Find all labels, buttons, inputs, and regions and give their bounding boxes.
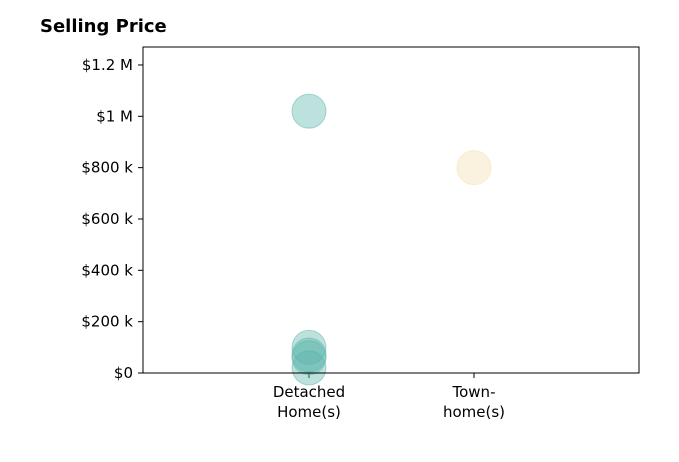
- y-tick-label: $200 k: [81, 313, 133, 331]
- y-tick-label: $800 k: [81, 159, 133, 177]
- data-point: [291, 340, 327, 376]
- y-tick-label: $1.2 M: [82, 56, 133, 74]
- data-points: [291, 93, 492, 386]
- y-tick-label: $0: [114, 364, 133, 382]
- x-tick-label: Detached: [273, 383, 345, 401]
- x-axis: Detached Home(s) Town-home(s): [273, 373, 505, 421]
- data-point: [291, 93, 327, 129]
- data-point: [291, 350, 327, 386]
- data-point: [456, 150, 492, 186]
- y-tick-label: $1 M: [96, 107, 133, 125]
- chart-title: Selling Price: [40, 16, 167, 37]
- x-tick-label: home(s): [443, 403, 505, 421]
- plot-frame: [142, 46, 640, 374]
- x-tick-label: Town-: [452, 383, 496, 401]
- data-point: [291, 329, 327, 365]
- x-tick-label: Home(s): [277, 403, 341, 421]
- y-tick-label: $600 k: [81, 210, 133, 228]
- y-axis: $0 $200 k $400 k $600 k $800 k $1 M $1.2 M: [81, 56, 143, 382]
- y-tick-label: $400 k: [81, 261, 133, 279]
